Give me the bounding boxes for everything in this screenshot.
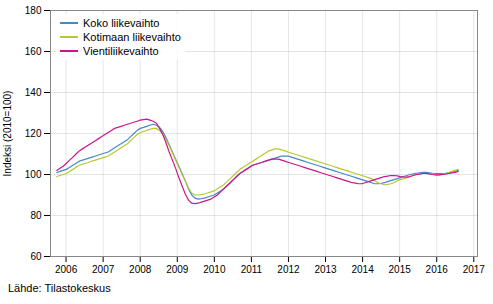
svg-text:2009: 2009 <box>166 264 189 275</box>
svg-text:Indeksi (2010=100): Indeksi (2010=100) <box>2 91 13 177</box>
svg-text:2010: 2010 <box>203 264 226 275</box>
svg-text:60: 60 <box>30 251 42 262</box>
html-text:Lähde: Tilastokeskus: Lähde: Tilastokeskus <box>8 282 111 294</box>
svg-text:120: 120 <box>25 128 42 139</box>
svg-text:2011: 2011 <box>241 264 263 275</box>
svg-text:2007: 2007 <box>92 264 115 275</box>
svg-text:80: 80 <box>30 210 42 221</box>
svg-text:180: 180 <box>25 5 42 16</box>
svg-text:2014: 2014 <box>351 264 374 275</box>
svg-text:2012: 2012 <box>277 264 300 275</box>
html-text:Kotimaan liikevaihto: Kotimaan liikevaihto <box>83 31 181 43</box>
svg-text:100: 100 <box>25 169 42 180</box>
svg-text:160: 160 <box>25 46 42 57</box>
html-text:Koko liikevaihto: Koko liikevaihto <box>83 17 160 29</box>
svg-text:2016: 2016 <box>426 264 449 275</box>
svg-text:2017: 2017 <box>463 264 486 275</box>
svg-text:140: 140 <box>25 87 42 98</box>
html-text:Vientiliikevaihto: Vientiliikevaihto <box>83 45 159 57</box>
svg-text:2013: 2013 <box>314 264 337 275</box>
svg-text:2006: 2006 <box>55 264 78 275</box>
svg-text:2015: 2015 <box>389 264 412 275</box>
svg-text:2008: 2008 <box>129 264 152 275</box>
